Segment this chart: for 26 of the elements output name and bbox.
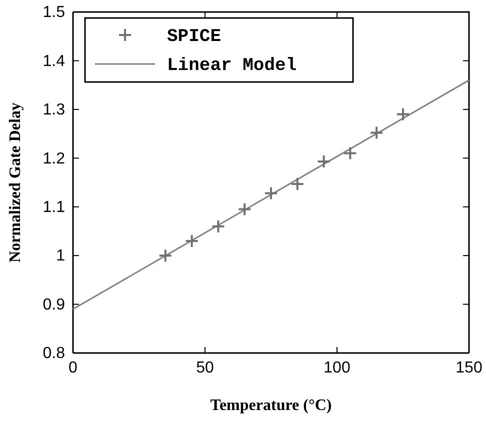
x-tick-label: 0 (68, 359, 78, 376)
x-tick-label: 100 (324, 359, 350, 376)
y-tick-label: 1.4 (42, 52, 66, 70)
y-tick-label: 1.5 (42, 4, 66, 22)
y-tick-label: 0.8 (42, 345, 66, 362)
legend-label: Linear Model (167, 56, 297, 76)
point (290, 176, 304, 191)
point (370, 126, 384, 140)
y-axis-title: Normalized Gate Delay (7, 102, 24, 262)
legend-label: SPICE (167, 27, 222, 47)
point (396, 107, 410, 122)
point (343, 146, 358, 160)
point (238, 202, 252, 216)
point (316, 154, 331, 169)
x-tick-label: 50 (196, 359, 214, 376)
point (184, 234, 199, 248)
y-tick-label: 1.2 (42, 150, 66, 168)
point (264, 186, 278, 200)
y-tick-label: 1.1 (42, 198, 66, 216)
y-tick-label: 0.9 (42, 296, 66, 314)
point (158, 248, 172, 263)
y-tick-label: 1.3 (42, 102, 66, 119)
y-tick-label: 1 (56, 248, 66, 265)
x-axis-title: Temperature (°C) (210, 397, 332, 414)
x-tick-label: 150 (456, 359, 482, 376)
point (211, 219, 226, 234)
